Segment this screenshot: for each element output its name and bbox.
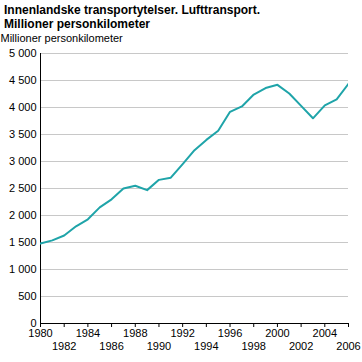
html-text:Innenlandske transportytelser.: Innenlandske transportytelser. Lufttrans… bbox=[4, 3, 261, 17]
svg-text:2000: 2000 bbox=[265, 327, 289, 339]
svg-text:1 000: 1 000 bbox=[9, 263, 37, 275]
svg-text:0: 0 bbox=[30, 317, 37, 329]
svg-text:2 500: 2 500 bbox=[9, 182, 37, 194]
html-text:Millioner personkilometer: Millioner personkilometer bbox=[4, 17, 150, 31]
svg-text:1992: 1992 bbox=[170, 327, 194, 339]
svg-text:Millioner personkilometer: Millioner personkilometer bbox=[1, 32, 124, 44]
svg-text:1986: 1986 bbox=[99, 340, 123, 352]
svg-text:500: 500 bbox=[18, 290, 36, 302]
svg-text:4 000: 4 000 bbox=[9, 101, 37, 113]
svg-text:3 500: 3 500 bbox=[9, 128, 37, 140]
svg-text:1996: 1996 bbox=[218, 327, 242, 339]
svg-text:1998: 1998 bbox=[241, 340, 265, 352]
svg-text:1 500: 1 500 bbox=[9, 236, 37, 248]
svg-text:4 500: 4 500 bbox=[9, 74, 37, 86]
svg-text:1980: 1980 bbox=[28, 327, 52, 339]
svg-text:2002: 2002 bbox=[289, 340, 313, 352]
svg-text:1988: 1988 bbox=[123, 327, 147, 339]
svg-text:2006: 2006 bbox=[336, 340, 360, 352]
svg-text:1994: 1994 bbox=[194, 340, 218, 352]
svg-text:1982: 1982 bbox=[52, 340, 76, 352]
svg-text:1984: 1984 bbox=[76, 327, 100, 339]
svg-text:1990: 1990 bbox=[147, 340, 171, 352]
svg-text:2004: 2004 bbox=[313, 327, 337, 339]
svg-text:3 000: 3 000 bbox=[9, 155, 37, 167]
svg-text:5 000: 5 000 bbox=[9, 47, 37, 59]
svg-text:2 000: 2 000 bbox=[9, 209, 37, 221]
